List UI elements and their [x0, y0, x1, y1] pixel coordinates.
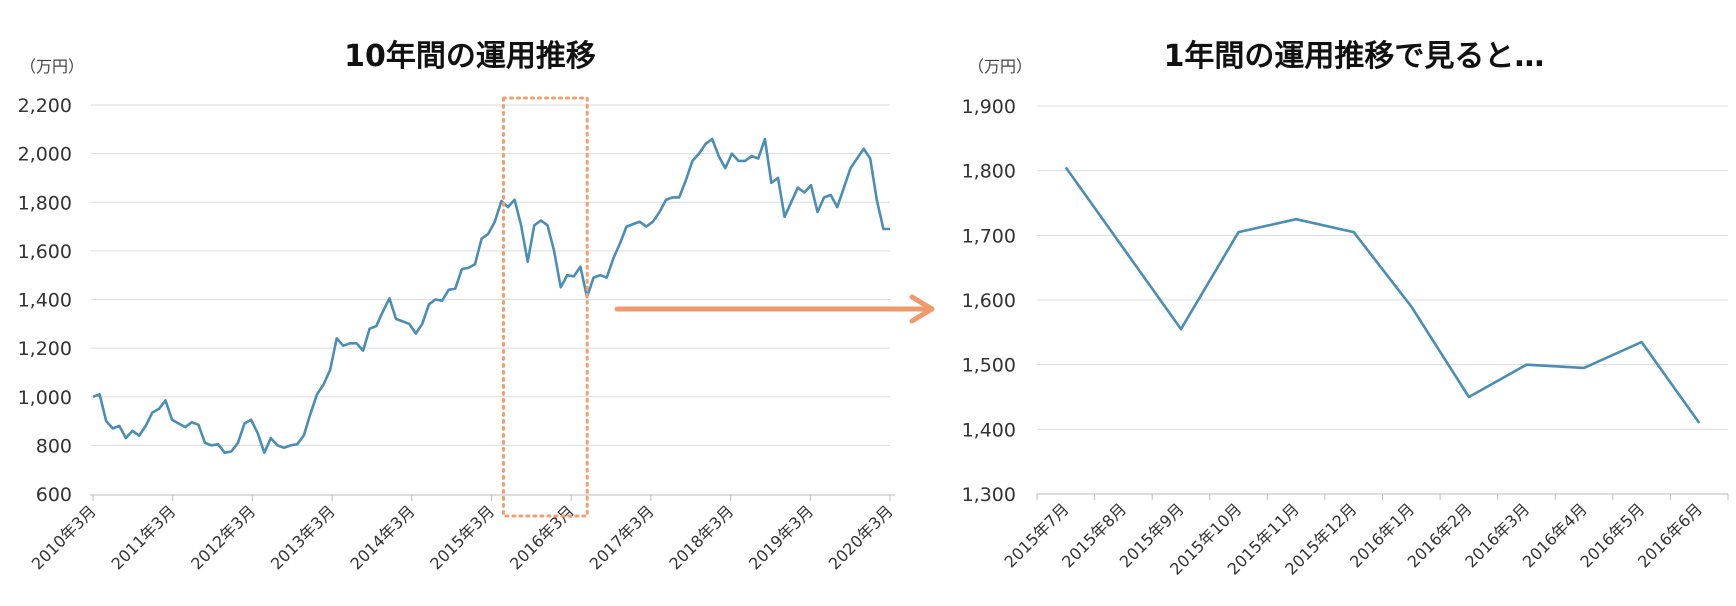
chart2-y-tick: 1,700: [962, 225, 1016, 247]
chart2-unit-label: （万円）: [968, 57, 1032, 76]
chart1-x-tick: 2015年3月: [426, 501, 498, 573]
chart1-x-tick: 2016年3月: [506, 501, 578, 573]
chart2-y-tick: 1,400: [962, 419, 1016, 441]
chart1-y-tick: 600: [36, 484, 72, 506]
chart2-x-tick-labels: 2015年7月2015年8月2015年9月2015年10月2015年11月201…: [1001, 494, 1729, 579]
arrow-head: [909, 294, 935, 324]
chart-10-year: 10年間の運用推移 （万円） 600 800 1,000 1,200 1,400 1,60…: [18, 39, 897, 573]
chart2-y-tick: 1,600: [962, 290, 1016, 312]
chart1-x-tick: 2020年3月: [825, 501, 897, 573]
chart1-y-tick: 1,000: [18, 387, 72, 409]
chart2-title: 1年間の運用推移で見ると…: [1164, 39, 1545, 74]
chart1-y-tick: 2,000: [18, 144, 72, 166]
chart1-y-tick: 2,200: [18, 95, 72, 117]
chart1-x-tick: 2017年3月: [586, 501, 658, 573]
chart1-gridlines: [91, 104, 890, 446]
chart2-y-tick: 1,300: [962, 484, 1016, 506]
chart1-x-tick: 2018年3月: [665, 501, 737, 573]
chart1-x-tick: 2012年3月: [187, 501, 259, 573]
chart-1-year: 1年間の運用推移で見ると… （万円） 1,3001,4001,5001,6001…: [962, 39, 1729, 579]
highlight-box: [502, 96, 589, 518]
chart1-x-tick: 2014年3月: [347, 501, 419, 573]
chart1-y-tick: 1,200: [18, 338, 72, 360]
chart1-unit-label: （万円）: [20, 57, 84, 76]
chart1-y-tick: 800: [36, 435, 72, 457]
chart1-y-tick: 1,600: [18, 241, 72, 263]
chart1-x-tick-labels: 2010年3月 2011年3月 2012年3月 2013年3月 2014年3月 2015年…: [28, 495, 897, 573]
chart1-x-tick: 2011年3月: [107, 501, 179, 573]
chart1-series-line: [92, 137, 890, 454]
chart2-y-tick: 1,900: [962, 96, 1016, 118]
chart2-y-tick-labels: 1,300 1,400 1,500 1,600 1,700 1,800 1,900: [962, 96, 1016, 506]
chart1-x-tick: 2013年3月: [267, 501, 339, 573]
chart2-series-line: [1064, 166, 1701, 424]
chart2-gridlines: [1037, 105, 1728, 430]
chart1-y-tick-labels: 600 800 1,000 1,200 1,400 1,600 1,800 2,000 2,20…: [18, 95, 72, 506]
transition-arrow: [614, 294, 935, 324]
chart1-title: 10年間の運用推移: [344, 39, 596, 74]
chart2-y-tick: 1,800: [962, 161, 1016, 183]
chart1-y-tick: 1,800: [18, 192, 72, 214]
chart1-x-tick: 2010年3月: [28, 501, 100, 573]
chart1-x-tick: 2019年3月: [745, 501, 817, 573]
chart2-y-tick: 1,500: [962, 355, 1016, 377]
chart1-y-tick: 1,400: [18, 290, 72, 312]
